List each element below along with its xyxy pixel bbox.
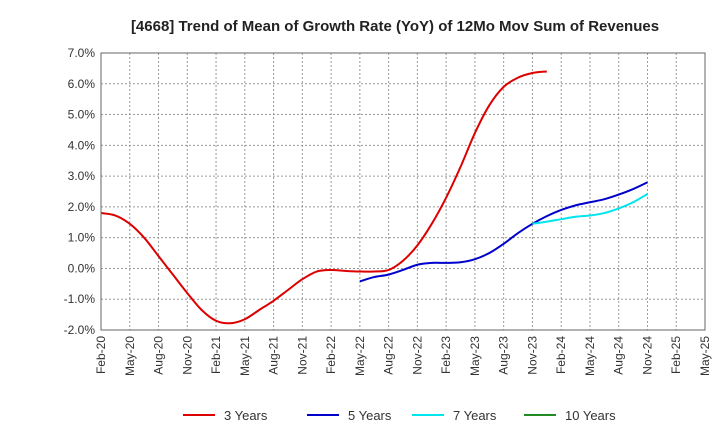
x-tick-label: Feb-24 [554,336,568,374]
series-line-3-years [100,70,547,325]
x-tick-label: Aug-23 [497,336,511,375]
series-lines [100,70,648,325]
x-tick-label: Feb-25 [669,336,683,374]
y-tick-label: 4.0% [68,138,96,152]
x-axis-ticks: Feb-20 May-20 Aug-20 Nov-20 Feb-21 May-21 Aug-… [94,336,712,376]
y-tick-label: 6.0% [68,77,96,91]
y-tick-label: 2.0% [68,200,96,214]
x-tick-label: May-24 [583,336,597,376]
x-tick-label: Feb-20 [94,336,108,374]
x-tick-label: Aug-20 [152,336,166,375]
x-tick-label: May-21 [238,336,252,376]
legend-label: 10 Years [565,408,616,423]
x-tick-label: Nov-20 [180,336,194,375]
y-tick-label: 7.0% [68,46,96,60]
series-line-7-years [532,193,648,225]
x-tick-label: Feb-21 [209,336,223,374]
y-tick-label: 3.0% [68,169,96,183]
y-axis-ticks: -2.0% -1.0% 0.0% 1.0% 2.0% 3.0% 4.0% 5.0% 6.0% 7.… [64,46,96,337]
x-tick-label: May-22 [353,336,367,376]
y-tick-label: -1.0% [64,292,96,306]
y-tick-label: 5.0% [68,108,96,122]
x-tick-label: Nov-23 [525,336,539,375]
legend: 3 Years 5 Years 7 Years 10 Years [183,408,616,423]
legend-label: 3 Years [224,408,268,423]
x-tick-label: May-20 [123,336,137,376]
x-tick-label: Feb-22 [324,336,338,374]
x-tick-label: May-25 [698,336,712,376]
x-tick-label: Aug-21 [267,336,281,375]
y-tick-label: 1.0% [68,231,96,245]
legend-label: 7 Years [453,408,497,423]
plot-frame [100,52,706,331]
x-tick-label: Nov-22 [410,336,424,375]
x-tick-label: Feb-23 [439,336,453,374]
x-tick-label: Nov-21 [295,336,309,375]
x-tick-label: May-23 [468,336,482,376]
legend-label: 5 Years [348,408,392,423]
chart-title: [4668] Trend of Mean of Growth Rate (YoY… [131,18,659,35]
x-tick-label: Nov-24 [640,336,654,375]
grid [100,52,706,331]
series-line-5-years [359,181,648,283]
y-tick-label: -2.0% [64,323,96,337]
x-tick-label: Aug-22 [382,336,396,375]
x-tick-label: Aug-24 [612,336,626,375]
y-tick-label: 0.0% [68,261,96,275]
